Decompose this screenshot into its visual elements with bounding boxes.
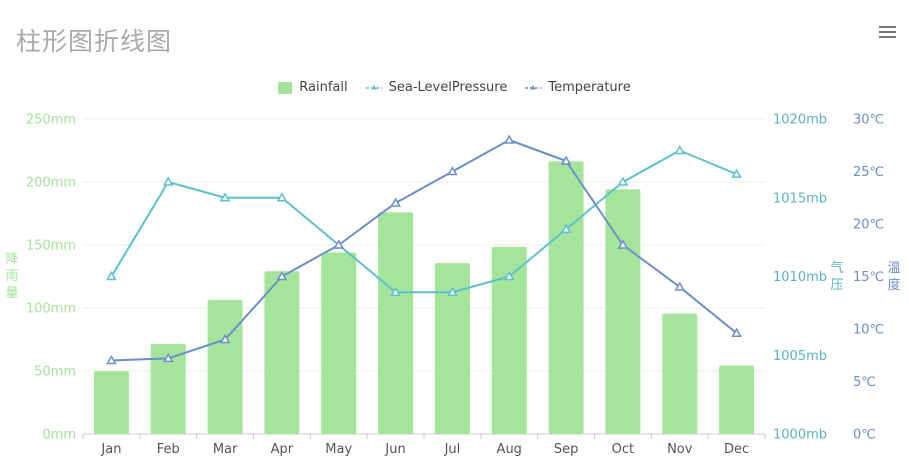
legend-item-rainfall[interactable]: Rainfall	[278, 80, 348, 95]
pressure-line	[110, 149, 737, 294]
pressure-axis-title: 气压	[830, 260, 844, 294]
pressure-tick-label: 1015mb	[773, 191, 827, 206]
legend-temperature-label: Temperature	[548, 80, 631, 95]
x-tick-label: Oct	[612, 442, 634, 457]
legend-temperature-swatch	[525, 84, 542, 89]
hamburger-menu-icon[interactable]	[879, 25, 897, 39]
temperature-point	[560, 155, 572, 165]
rainfall-tick-label: 100mm	[26, 302, 76, 317]
rainfall-bar	[548, 161, 584, 434]
axis-title-char: 量	[5, 286, 19, 301]
temperature-point	[390, 197, 401, 207]
temperature-tick-label: 15℃	[853, 270, 884, 285]
rainfall-bar	[378, 212, 414, 434]
x-tick-label: Mar	[213, 442, 238, 457]
pressure-tick-label: 1010mb	[773, 270, 827, 285]
chart-legend: Rainfall Sea-LevelPressure Temperature	[0, 80, 909, 95]
pressure-point	[503, 270, 515, 281]
temperature-point	[219, 333, 231, 344]
pressure-point	[617, 176, 629, 186]
temperature-tick-label: 5℃	[853, 375, 876, 390]
x-tick-label: Jan	[100, 442, 121, 457]
temperature-point	[162, 352, 174, 363]
x-tick-label: Dec	[724, 442, 749, 457]
x-tick-label: Nov	[667, 442, 693, 457]
axis-title-char: 度	[887, 278, 901, 293]
temperature-point	[333, 239, 345, 249]
axis-title-char: 雨	[5, 269, 19, 284]
rainfall-bar	[662, 313, 698, 434]
temperature-tick-label: 30℃	[853, 113, 884, 128]
pressure-point	[674, 144, 686, 155]
pressure-point	[219, 192, 231, 202]
pressure-point	[447, 286, 458, 296]
rainfall-bar	[321, 252, 357, 434]
x-tick-label: Sep	[554, 442, 579, 457]
x-tick-label: Apr	[271, 442, 294, 457]
axis-title-char: 温	[887, 261, 901, 276]
x-tick-label: May	[325, 442, 352, 457]
temperature-point	[674, 281, 686, 291]
temperature-point	[447, 165, 458, 176]
temperature-point	[731, 327, 742, 337]
pressure-tick-label: 1000mb	[773, 428, 827, 443]
temperature-tick-label: 25℃	[853, 165, 884, 180]
x-tick-label: Feb	[157, 442, 180, 457]
rainfall-tick-label: 250mm	[26, 113, 76, 128]
pressure-point	[106, 270, 117, 281]
rainfall-bar	[93, 371, 129, 434]
legend-rainfall-swatch	[278, 81, 293, 94]
x-tick-label: Jun	[384, 442, 405, 457]
pressure-point	[731, 168, 742, 178]
pressure-point	[162, 176, 174, 186]
temperature-tick-label: 10℃	[853, 323, 884, 338]
rainfall-tick-label: 200mm	[26, 176, 76, 191]
rainfall-bar	[719, 365, 755, 434]
chart-title: 柱形图折线图	[16, 27, 173, 56]
pressure-tick-label: 1005mb	[773, 349, 827, 364]
axis-title-char: 压	[830, 278, 844, 293]
legend-pressure-swatch	[365, 84, 382, 89]
rainfall-tick-label: 0mm	[42, 428, 76, 443]
pressure-point	[276, 192, 288, 202]
rainfall-bar	[207, 299, 243, 434]
temperature-point	[106, 354, 117, 365]
rainfall-tick-label: 50mm	[34, 365, 76, 380]
legend-rainfall-label: Rainfall	[299, 80, 348, 95]
axis-title-char: 降	[5, 252, 19, 267]
temperature-axis-title: 温度	[887, 260, 901, 294]
rainfall-bar	[264, 271, 300, 434]
rainfall-tick-label: 150mm	[26, 239, 76, 254]
temperature-tick-label: 0℃	[853, 428, 876, 443]
rainfall-axis-title: 降雨量	[5, 251, 19, 302]
pressure-point	[560, 223, 572, 233]
legend-item-temperature[interactable]: Temperature	[525, 80, 631, 95]
pressure-point	[390, 286, 401, 296]
rainfall-bar	[434, 263, 470, 434]
rainfall-bar	[491, 246, 527, 434]
legend-pressure-label: Sea-LevelPressure	[388, 80, 508, 95]
legend-item-pressure[interactable]: Sea-LevelPressure	[365, 80, 508, 95]
axis-title-char: 气	[830, 261, 844, 276]
temperature-tick-label: 20℃	[853, 218, 884, 233]
rainfall-bar	[150, 343, 186, 434]
x-tick-label: Aug	[497, 442, 522, 457]
x-tick-label: Jul	[444, 442, 461, 457]
temperature-point	[617, 239, 629, 249]
pressure-tick-label: 1020mb	[773, 113, 827, 128]
temperature-point	[503, 134, 515, 144]
temperature-point	[276, 270, 288, 281]
temperature-line	[111, 139, 738, 362]
